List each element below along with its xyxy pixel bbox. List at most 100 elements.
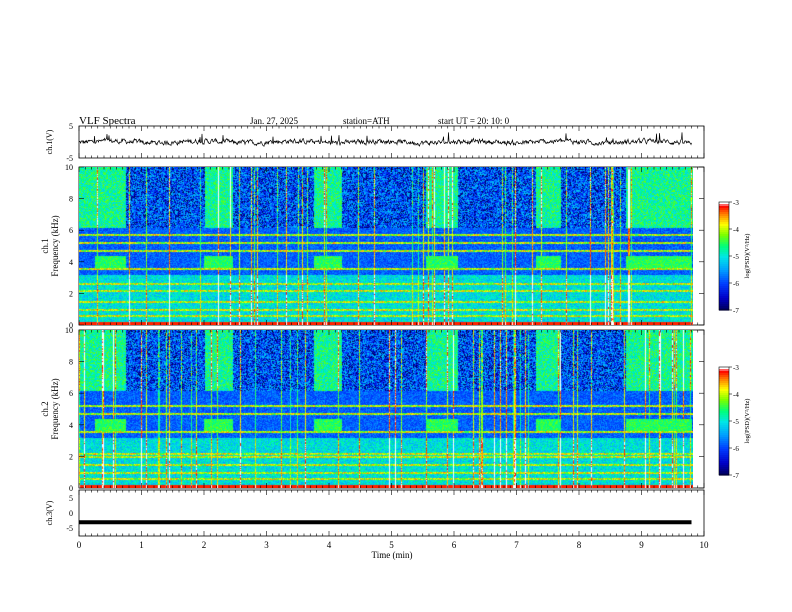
colorbar-swatch xyxy=(719,260,729,263)
ch3-waveform-frame xyxy=(78,489,705,537)
colorbar-swatch xyxy=(719,413,729,416)
colorbar-swatch xyxy=(719,248,729,251)
colorbar-swatch xyxy=(719,270,729,273)
colorbar-swatch xyxy=(719,443,729,446)
colorbar-swatch xyxy=(719,224,729,227)
colorbar-swatch xyxy=(719,375,729,378)
colorbar-swatch xyxy=(719,387,729,390)
colorbar-swatch xyxy=(719,419,729,422)
colorbar-swatch xyxy=(719,393,729,396)
y-tick-label: 0 xyxy=(69,321,73,330)
colorbar-tick-label: -3 xyxy=(733,364,739,372)
y-tick-label: 2 xyxy=(69,289,73,298)
ch3-ytick-mid: 0 xyxy=(69,509,73,518)
colorbar-swatch xyxy=(719,294,729,297)
figure-title: VLF Spectra xyxy=(79,115,136,127)
colorbar-swatch xyxy=(719,369,729,372)
colorbar-swatch xyxy=(719,423,729,426)
x-axis-label: Time (min) xyxy=(372,550,413,560)
y-tick-label: 8 xyxy=(69,358,73,367)
station-label: station=ATH xyxy=(343,116,390,126)
colorbar-swatch xyxy=(719,244,729,247)
y-tick-label: 0 xyxy=(69,484,73,493)
colorbar-swatch xyxy=(719,441,729,444)
colorbar-swatch xyxy=(719,415,729,418)
y-tick-label: 2 xyxy=(69,452,73,461)
start-ut-label: start UT = 20: 10: 0 xyxy=(438,116,510,126)
colorbar-swatch xyxy=(719,212,729,215)
colorbar-swatch xyxy=(719,409,729,412)
colorbar-swatch xyxy=(719,473,729,476)
ch2-spectrogram-ticks xyxy=(78,329,705,489)
ch3-waveform-ylabel: ch.3(V) xyxy=(45,500,54,525)
colorbar-label: log(PSD)(V²/Hz) xyxy=(744,234,751,279)
ch1-waveform-ylabel: ch.1(V) xyxy=(45,129,54,154)
ch1-spectrogram-ytick-labels: 0 2 4 6 8 10 xyxy=(65,163,73,330)
colorbar-swatch xyxy=(719,226,729,229)
colorbar-swatch xyxy=(719,282,729,285)
colorbar-swatch xyxy=(719,429,729,432)
colorbar-swatch xyxy=(719,222,729,225)
colorbar-swatch xyxy=(719,405,729,408)
x-tick-label: 7 xyxy=(514,540,519,550)
colorbar-swatch xyxy=(719,457,729,460)
colorbar-swatch xyxy=(719,286,729,289)
ch2-spectrogram-panel: 0 2 4 6 8 10 ch.2 Frequency (kHz) xyxy=(40,326,705,493)
colorbar-swatch xyxy=(719,447,729,450)
x-axis-tick-labels: 0 1 2 3 4 5 6 7 8 9 10 xyxy=(77,540,709,550)
colorbar-swatch xyxy=(719,292,729,295)
colorbar-swatch xyxy=(719,204,729,207)
ch1-ytick-top: 5 xyxy=(69,122,73,131)
ch2-spectrogram-image xyxy=(79,330,693,488)
x-tick-label: 4 xyxy=(327,540,332,550)
colorbar-tick-label: -5 xyxy=(733,418,739,426)
colorbar-swatch xyxy=(719,463,729,466)
colorbar-swatch xyxy=(719,262,729,265)
colorbar-swatch xyxy=(719,391,729,394)
colorbar-swatch xyxy=(719,272,729,275)
colorbar-swatch xyxy=(719,425,729,428)
colorbar-swatch xyxy=(719,202,729,205)
colorbar-swatch xyxy=(719,278,729,281)
colorbar-swatch xyxy=(719,417,729,420)
colorbar-swatch xyxy=(719,397,729,400)
colorbar-tick-label: -3 xyxy=(733,199,739,207)
x-tick-label: 2 xyxy=(202,540,207,550)
ch1-waveform-panel: 5 -5 ch.1(V) xyxy=(45,122,705,163)
ch2-colorbar: -3 -4 -5 -6 -7 log(PSD)(V²/Hz) xyxy=(718,364,751,480)
colorbar-swatch xyxy=(719,228,729,231)
ch3-waveform-panel: 5 0 -5 ch.3(V) xyxy=(45,489,705,537)
x-tick-label: 0 xyxy=(77,540,82,550)
colorbar-swatch xyxy=(719,377,729,380)
colorbar-tick-label: -4 xyxy=(733,391,739,399)
colorbar-tick-label: -7 xyxy=(733,307,739,315)
colorbar-swatch xyxy=(719,389,729,392)
colorbar-swatch xyxy=(719,208,729,211)
colorbar-swatch xyxy=(719,284,729,287)
y-tick-label: 8 xyxy=(69,195,73,204)
colorbar-swatch xyxy=(719,379,729,382)
colorbar-swatch xyxy=(719,431,729,434)
colorbar-swatch xyxy=(719,455,729,458)
colorbar-swatch xyxy=(719,411,729,414)
ch2-spectrogram-ylabel-frequency: Frequency (kHz) xyxy=(50,378,60,439)
colorbar-swatch xyxy=(719,471,729,474)
colorbar-swatch xyxy=(719,453,729,456)
colorbar-swatch xyxy=(719,459,729,462)
x-tick-label: 3 xyxy=(264,540,269,550)
colorbar-swatch xyxy=(719,258,729,261)
colorbar-swatch xyxy=(719,308,729,311)
y-tick-label: 6 xyxy=(69,389,73,398)
colorbar-swatch xyxy=(719,407,729,410)
colorbar-swatch xyxy=(719,238,729,241)
colorbar-swatch xyxy=(719,240,729,243)
colorbar-swatch xyxy=(719,403,729,406)
x-tick-label: 5 xyxy=(389,540,394,550)
colorbar-swatch xyxy=(719,274,729,277)
colorbar-swatch xyxy=(719,437,729,440)
colorbar-swatch xyxy=(719,373,729,376)
colorbar-swatch xyxy=(719,218,729,221)
colorbar-swatch xyxy=(719,381,729,384)
ch2-spectrogram-ytick-labels: 0 2 4 6 8 10 xyxy=(65,326,73,493)
